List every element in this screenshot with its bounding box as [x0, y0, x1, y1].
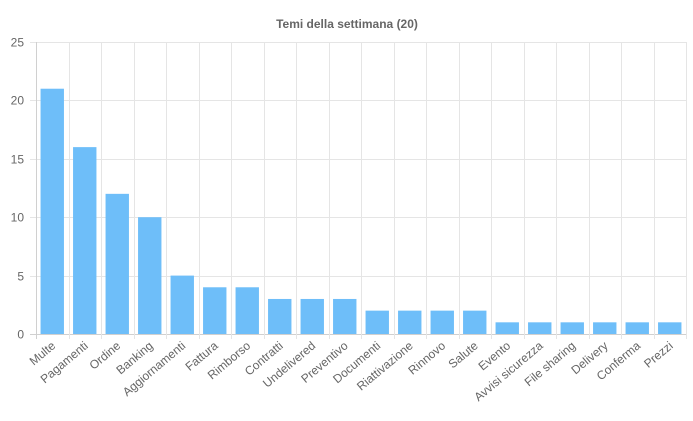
x-axis-tick-labels: MultePagamentiOrdineBankingAggiornamenti… [27, 338, 676, 404]
bar-salute [463, 310, 487, 334]
bar-fattura [203, 287, 227, 334]
bar-evento [495, 322, 519, 334]
x-tick-label: Prezzi [641, 339, 676, 371]
bar-banking [138, 217, 162, 334]
bar-ordine [105, 193, 129, 334]
bar-aggiornamenti [170, 275, 194, 334]
bar-avvisi-sicurezza [528, 322, 552, 334]
x-tick-label: Rinnovo [405, 338, 448, 377]
x-tick-label: Salute [446, 338, 481, 371]
bars [40, 88, 682, 334]
bar-prezzi [658, 322, 682, 334]
y-tick-label: 20 [11, 94, 25, 108]
chart-title: Temi della settimana (20) [276, 17, 418, 31]
bar-multe [40, 88, 64, 334]
bar-rimborso [235, 287, 259, 334]
grid-lines [30, 42, 687, 339]
y-tick-label: 25 [11, 36, 25, 50]
y-tick-label: 5 [17, 270, 24, 284]
bar-delivery [593, 322, 617, 334]
y-tick-label: 0 [17, 328, 24, 342]
bar-pagamenti [73, 147, 97, 334]
bar-file-sharing [560, 322, 584, 334]
bar-rinnovo [430, 310, 454, 334]
bar-preventivo [333, 298, 357, 334]
bar-contratti [268, 298, 292, 334]
bar-conferma [625, 322, 649, 334]
y-tick-label: 15 [11, 153, 25, 167]
bar-documenti [365, 310, 389, 334]
y-tick-label: 10 [11, 211, 25, 225]
bar-riattivazione [398, 310, 422, 334]
y-axis-tick-labels: 0 5 10 15 20 25 [11, 36, 25, 342]
bar-undelivered [300, 298, 324, 334]
